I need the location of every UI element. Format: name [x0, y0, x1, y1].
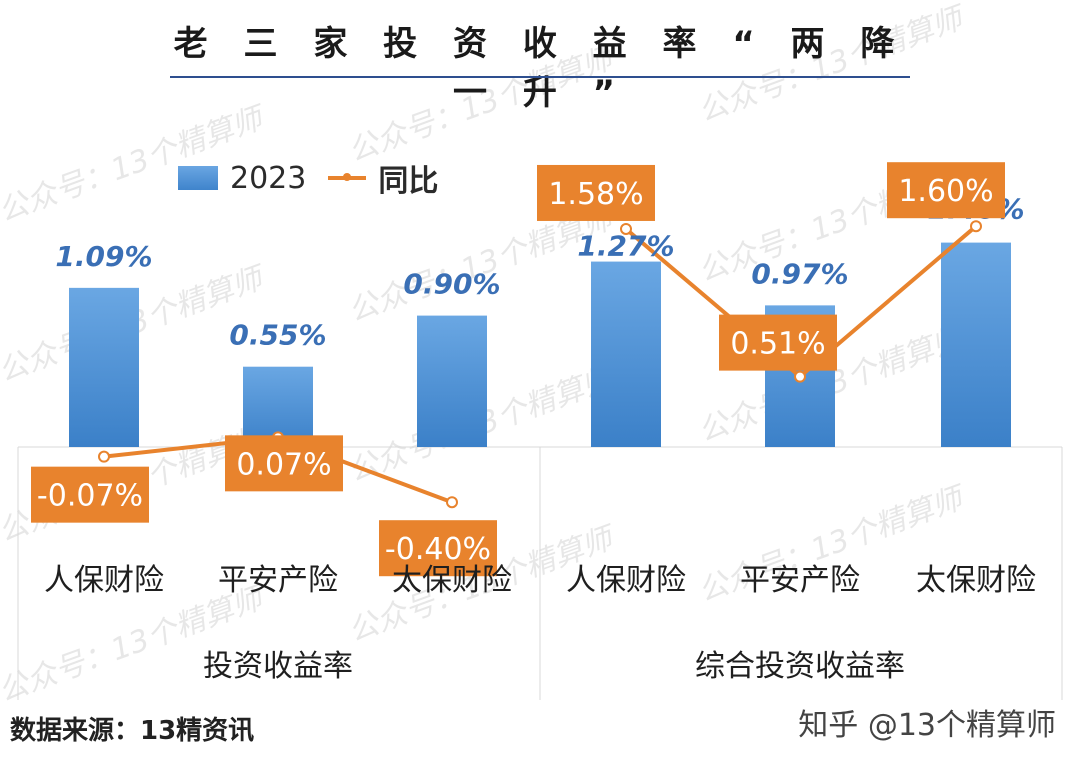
category-label-0: 人保财险: [44, 563, 164, 598]
category-label-3: 人保财险: [566, 563, 686, 598]
yoy-point-0: [98, 450, 110, 463]
bar-3: [591, 261, 661, 447]
category-label-1: 平安产险: [218, 563, 338, 598]
yoy-value-label-1: 0.07%: [236, 447, 331, 482]
group-label-0: 投资收益率: [203, 649, 353, 684]
group-label-1: 综合投资收益率: [695, 649, 905, 684]
bar-value-label-0: 1.09%: [55, 240, 152, 273]
yoy-point-5: [970, 220, 982, 233]
bar-value-label-4: 0.97%: [751, 257, 848, 290]
legend: 2023 同比: [178, 156, 438, 200]
yoy-value-label-2: -0.40%: [385, 532, 491, 567]
bar-value-label-1: 0.55%: [229, 319, 326, 352]
yoy-value-label-5: 1.60%: [898, 174, 993, 209]
yoy-point-2: [446, 496, 458, 509]
legend-bar-swatch: [178, 166, 218, 190]
chart-title: 老 三 家 投 资 收 益 率 “ 两 降 一 升 ”: [173, 24, 907, 113]
bar-2: [417, 315, 487, 447]
data-source: 数据来源：13精资讯: [10, 716, 255, 746]
category-label-4: 平安产险: [740, 563, 860, 598]
yoy-value-label-4: 0.51%: [730, 327, 825, 362]
yoy-value-label-0: -0.07%: [37, 479, 143, 514]
bar-value-label-3: 1.27%: [577, 230, 674, 263]
yoy-point-3: [620, 222, 632, 235]
chart-canvas: 1.09%0.55%0.90%1.27%0.97%1.40%-0.07%0.07…: [17, 162, 1063, 700]
yoy-label-box-3: [537, 164, 655, 221]
category-label-5: 太保财险: [916, 563, 1036, 598]
category-label-2: 太保财险: [392, 563, 512, 598]
yoy-label-box-0: [31, 466, 149, 523]
legend-bar-label: 2023: [230, 160, 307, 196]
bar-0: [69, 287, 139, 447]
yoy-label-box-5: [887, 162, 1005, 219]
title-underline: [170, 76, 910, 78]
yoy-value-label-3: 1.58%: [548, 177, 643, 212]
yoy-label-box-4: [719, 314, 837, 371]
bar-5: [941, 242, 1011, 447]
yoy-label-box-1: [225, 435, 343, 492]
legend-line-label: 同比: [378, 164, 439, 199]
credit-text: 知乎 @13个精算师: [798, 708, 1056, 743]
legend-line-swatch: [328, 173, 367, 181]
bar-value-label-2: 0.90%: [403, 268, 500, 301]
yoy-point-4: [794, 370, 806, 383]
yoy-label-box-2: [379, 520, 497, 577]
